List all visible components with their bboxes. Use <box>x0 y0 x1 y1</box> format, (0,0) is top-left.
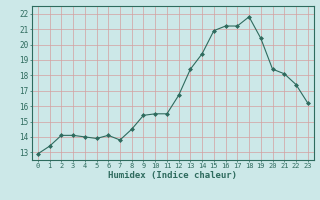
X-axis label: Humidex (Indice chaleur): Humidex (Indice chaleur) <box>108 171 237 180</box>
